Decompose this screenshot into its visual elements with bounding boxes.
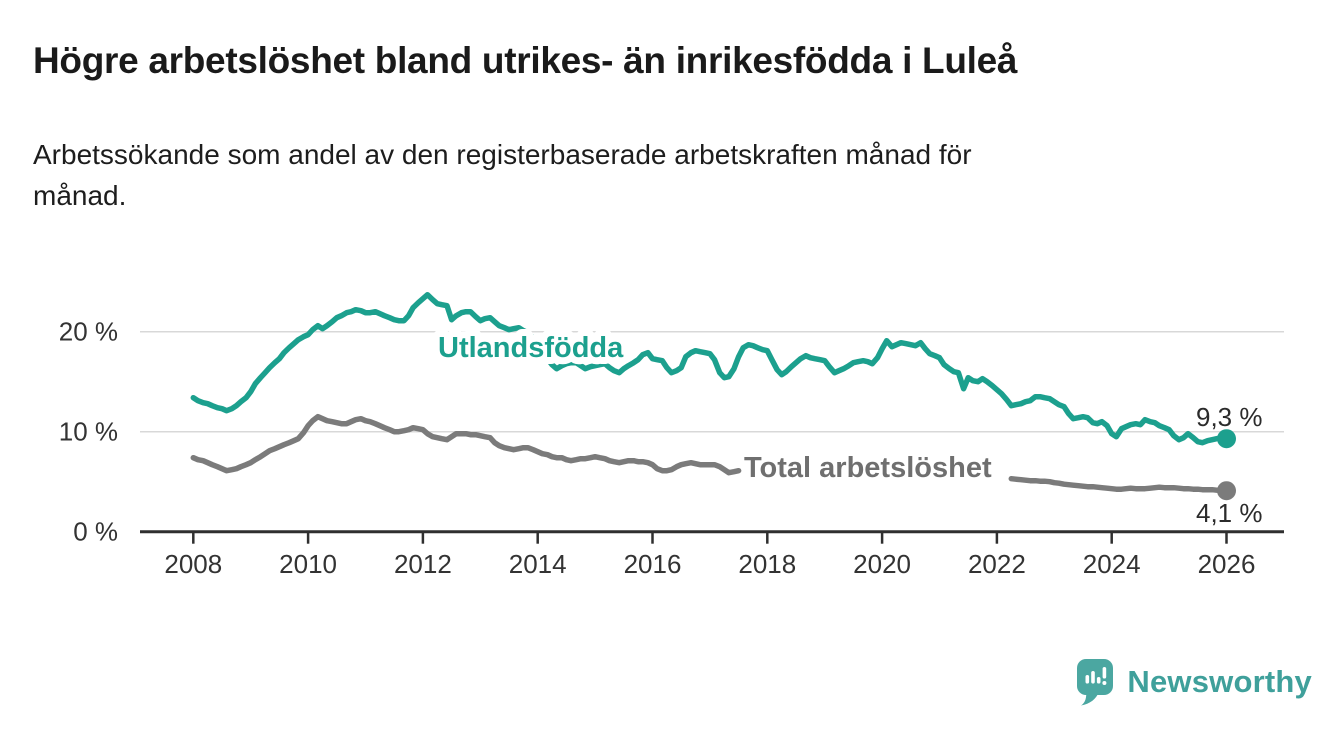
series-line-0-seg-0 xyxy=(190,291,1230,446)
chart-subtitle: Arbetssökande som andel av den registerb… xyxy=(33,134,972,216)
x-tick-label-2012: 2012 xyxy=(394,549,452,579)
end-value-label-utlandsfodda: 9,3 % xyxy=(1196,402,1263,432)
series-lines xyxy=(190,291,1230,494)
x-tick-label-2008: 2008 xyxy=(164,549,222,579)
x-tick-label-2016: 2016 xyxy=(624,549,682,579)
series-label-utlandsfodda: Utlandsfödda xyxy=(438,332,624,364)
chart-subtitle-line1: Arbetssökande som andel av den registerb… xyxy=(33,139,972,170)
y-tick-label-20: 20 % xyxy=(59,317,118,347)
series-end-dot-0 xyxy=(1217,429,1236,449)
series-end-dots xyxy=(1217,429,1236,501)
series-label-total-arbetsloshet: Total arbetslöshet xyxy=(744,452,992,484)
y-gridlines-and-labels: 0 % 10 % 20 % xyxy=(59,317,1284,547)
x-tick-label-2020: 2020 xyxy=(853,549,911,579)
x-tick-label-2010: 2010 xyxy=(279,549,337,579)
x-tick-label-2018: 2018 xyxy=(738,549,796,579)
series-line-1-seg-0 xyxy=(190,413,742,476)
series-end-dot-1 xyxy=(1217,481,1236,501)
newsworthy-wordmark: Newsworthy xyxy=(1127,664,1312,699)
y-tick-label-0: 0 % xyxy=(73,517,118,547)
x-tick-label-2014: 2014 xyxy=(509,549,567,579)
end-value-label-total: 4,1 % xyxy=(1196,498,1263,528)
x-tick-label-2022: 2022 xyxy=(968,549,1026,579)
chart-subtitle-line2: månad. xyxy=(33,180,127,211)
x-tick-label-2026: 2026 xyxy=(1198,549,1256,579)
y-tick-label-10: 10 % xyxy=(59,417,118,447)
newsworthy-logo: Newsworthy xyxy=(1076,658,1312,706)
chart-title: Högre arbetslöshet bland utrikes- än inr… xyxy=(33,40,1018,81)
x-axis: 2008 2010 2012 2014 2016 2018 2020 2022 2024 2026 xyxy=(164,532,1256,579)
series-line-1-seg-1 xyxy=(1008,475,1230,494)
speech-bubble-bar-chart-icon xyxy=(1077,659,1114,706)
x-tick-label-2024: 2024 xyxy=(1083,549,1141,579)
